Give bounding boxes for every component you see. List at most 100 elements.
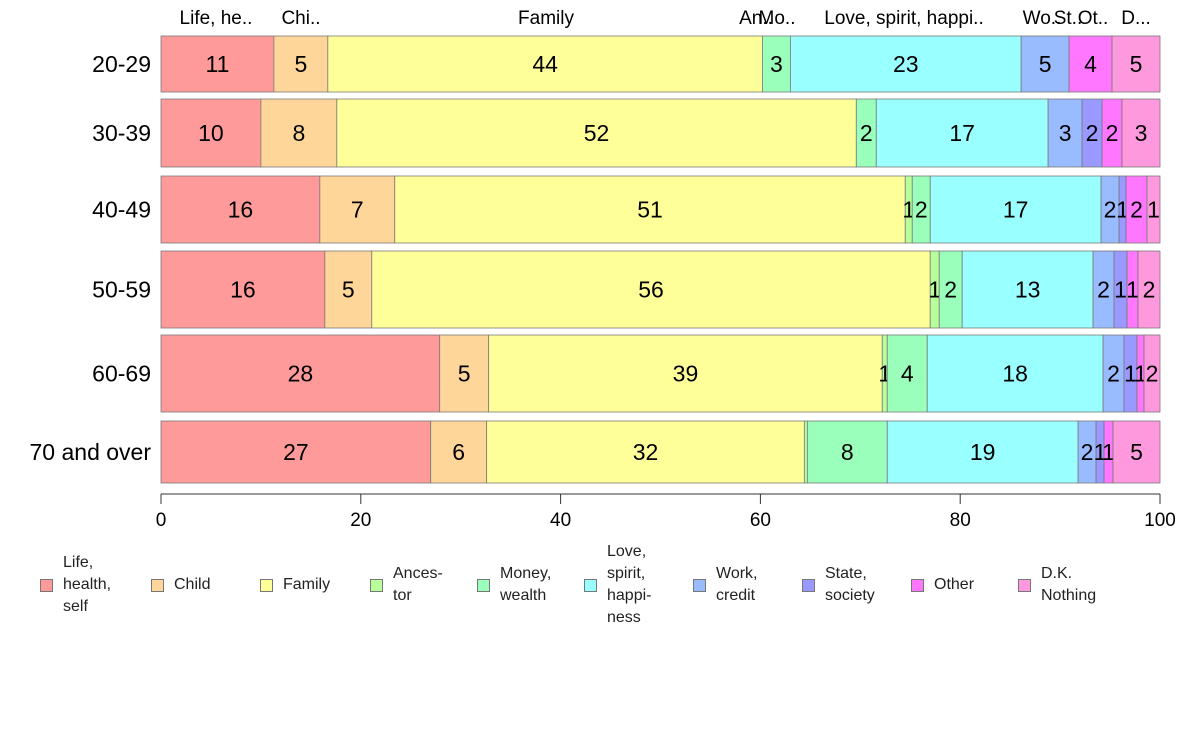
bar-value-label: 1 (1126, 277, 1139, 303)
bar-segment (260, 98, 338, 168)
bar-value-label: 1 (1124, 361, 1137, 387)
bar-value-label: 2 (1106, 120, 1119, 146)
legend-label: Life, health, self (63, 554, 112, 615)
bar-value-label: 10 (198, 120, 224, 146)
y-axis-labels: 20-29 30-39 40-49 50-59 60-69 70 and over (30, 51, 152, 465)
bar-segment (1143, 334, 1161, 413)
legend-label: Ances- tor (393, 565, 443, 604)
bar-value-label: 8 (292, 120, 305, 146)
bar-value-label: 1 (1114, 277, 1127, 303)
bar-value-label: 27 (283, 439, 309, 465)
legend-item: Other (911, 540, 974, 630)
legend-swatch (151, 578, 164, 592)
legend-swatch (40, 578, 53, 592)
bar-segment (336, 98, 857, 168)
bar-value-label: 23 (893, 51, 919, 77)
bar-value-label: 5 (294, 51, 307, 77)
legend-label: Child (174, 576, 211, 593)
bar-value-label: 5 (1039, 51, 1052, 77)
bar-segment (160, 250, 326, 329)
bar-segment (961, 250, 1094, 329)
legend-swatch (477, 578, 490, 592)
bar-segment (486, 420, 805, 484)
bar-value-label: 2 (1081, 439, 1094, 465)
bar-segment (439, 334, 490, 413)
y-tick-label: 20-29 (92, 51, 151, 77)
bar-value-label: 5 (458, 361, 471, 387)
legend-label: Other (934, 576, 975, 593)
legend-item: Ances- tor (370, 540, 443, 630)
bar-value-label: 17 (949, 120, 975, 146)
bar-segment (394, 175, 906, 244)
legend-item: Work, credit (693, 540, 757, 630)
bar-value-label: 2 (1130, 197, 1143, 223)
bar-value-label: 19 (970, 439, 996, 465)
x-axis: 0 20 40 60 80 100 (156, 493, 1176, 531)
stacked-bar-chart: Life, he.. Chi.. Family An..Mo.. Love, spiri… (30, 8, 1176, 531)
legend-swatch (370, 578, 383, 592)
bar-value-label: 18 (1002, 361, 1028, 387)
bar-segment (886, 334, 928, 413)
bar-segment (324, 250, 373, 329)
bar-value-label: 8 (841, 439, 854, 465)
bar-value-label: 3 (1059, 120, 1072, 146)
x-tick-label: 100 (1144, 510, 1176, 531)
top-label: Life, he.. (180, 8, 253, 29)
legend-swatch (911, 578, 924, 592)
bar-value-label: 39 (673, 361, 699, 387)
top-label: St.. (1054, 8, 1083, 29)
bar-value-label: 7 (351, 197, 364, 223)
bar-value-label: 6 (452, 439, 465, 465)
legend-item: Money, wealth (477, 540, 551, 630)
top-label: Family (518, 8, 574, 29)
bar-segment (1146, 175, 1161, 244)
bar-value-label: 56 (638, 277, 664, 303)
bar-value-label: 1 (928, 277, 941, 303)
legend-item: Life, health, self (40, 540, 111, 630)
legend-item: D.K. Nothing (1018, 540, 1096, 630)
bar-value-label: 5 (1130, 439, 1143, 465)
bar-value-label: 11 (205, 51, 229, 77)
bar-segment (806, 420, 888, 484)
top-label: Chi.. (281, 8, 320, 29)
y-tick-label: 30-39 (92, 120, 151, 146)
bar-segment (327, 35, 763, 93)
x-tick-label: 80 (950, 510, 971, 531)
legend-label: Work, credit (716, 565, 758, 604)
bar-segment (875, 98, 1049, 168)
bar-segment (803, 420, 808, 484)
bar-segment (160, 35, 275, 93)
bar-segment (1020, 35, 1070, 93)
bar-value-label: 2 (915, 197, 928, 223)
x-tick-label: 0 (156, 510, 167, 531)
bar-segment (488, 334, 883, 413)
bars: 11 5 44 3 23 5 4 510 8 52 2 17 3 2 2 316 7 51 1 2 17 2 1 2 116 5 5… (160, 35, 1161, 484)
bar-segment (273, 35, 329, 93)
y-tick-label: 50-59 (92, 277, 151, 303)
top-label: Wo.. (1023, 8, 1062, 29)
legend-item: State, society (802, 540, 875, 630)
bar-value-label: 5 (1130, 51, 1143, 77)
bar-value-label: 3 (770, 51, 783, 77)
legend-item: Family (260, 540, 330, 630)
bar-value-label: 2 (1086, 120, 1099, 146)
bar-value-label: 28 (288, 361, 314, 387)
legend-swatch (584, 578, 597, 592)
bar-value-label: 13 (1015, 277, 1041, 303)
bar-value-label: 16 (230, 277, 256, 303)
bar-segment (160, 98, 262, 168)
bar-segment (1112, 420, 1161, 484)
top-label: Mo.. (759, 8, 796, 29)
legend-swatch (802, 578, 815, 592)
bar-value-label: 3 (1135, 120, 1148, 146)
legend-swatch (693, 578, 706, 592)
bar-value-label: 52 (584, 120, 610, 146)
bar-value-label: 2 (1107, 361, 1120, 387)
bar-value-label: 51 (637, 197, 663, 223)
bar-segment (1047, 98, 1083, 168)
x-tick-label: 60 (750, 510, 771, 531)
x-tick-label: 40 (550, 510, 571, 531)
bar-segment (371, 250, 931, 329)
bar-value-label: 1 (1094, 439, 1107, 465)
legend-label: Money, wealth (500, 565, 552, 604)
